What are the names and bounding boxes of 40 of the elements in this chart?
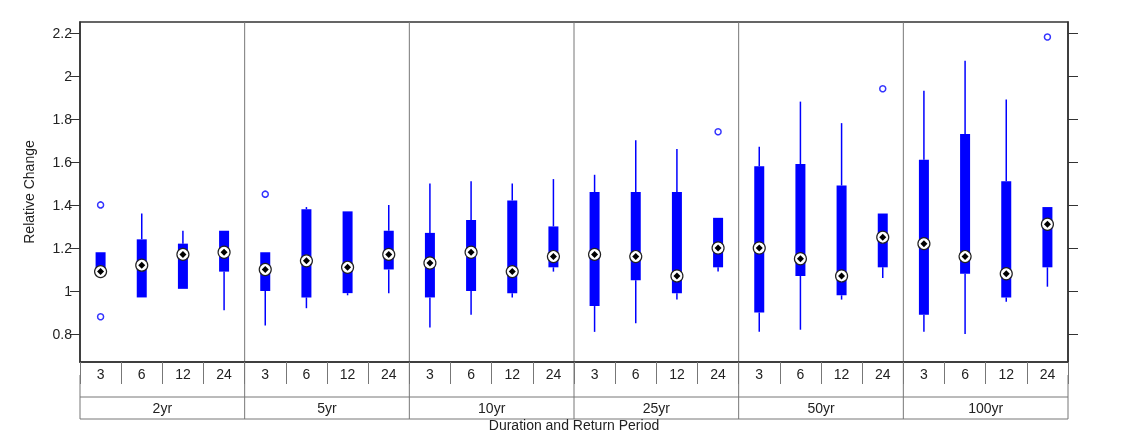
x-tick-label: 24 <box>710 366 727 382</box>
y-axis-title: Relative Change <box>21 140 37 244</box>
y-tick-label: 1 <box>64 282 73 299</box>
x-tick-label: 12 <box>833 366 850 382</box>
text: 10yr <box>478 400 506 416</box>
x-tick-label: 3 <box>920 366 929 382</box>
x-tick-label: 3 <box>426 366 435 382</box>
y-tick-label: 2.2 <box>52 24 73 41</box>
x-tick-label: 12 <box>504 366 521 382</box>
text: 5yr <box>317 400 338 416</box>
x-tick-label: 6 <box>961 366 970 382</box>
x-tick-label: 12 <box>998 366 1015 382</box>
x-tick-label: 3 <box>96 366 105 382</box>
y-tick-label: 1.4 <box>52 196 73 213</box>
x-tick-label: 24 <box>216 366 233 382</box>
x-axis-title: Duration and Return Period <box>488 417 660 433</box>
y-tick-label: 2 <box>64 67 73 84</box>
x-tick-label: 3 <box>261 366 270 382</box>
x-tick-label: 24 <box>545 366 562 382</box>
x-tick-label: 24 <box>380 366 397 382</box>
x-tick-label: 12 <box>175 366 191 382</box>
y-tick-label: 1.8 <box>52 110 73 127</box>
x-tick-label: 6 <box>796 366 805 382</box>
x-tick-label: 24 <box>1039 366 1056 382</box>
y-tick-label: 1.6 <box>52 153 73 170</box>
x-tick-label: 6 <box>302 366 311 382</box>
x-tick-label: 6 <box>137 366 146 382</box>
text: 2yr <box>152 400 173 416</box>
text: 100yr <box>968 400 1004 416</box>
x-tick-label: 24 <box>874 366 891 382</box>
x-tick-label: 3 <box>590 366 599 382</box>
text: 25yr <box>642 400 671 416</box>
text: 50yr <box>807 400 835 416</box>
x-tick-label: 6 <box>467 366 476 382</box>
x-tick-label: 12 <box>339 366 356 382</box>
x-tick-label: 6 <box>631 366 640 382</box>
y-tick-label: 1.2 <box>52 239 73 256</box>
x-tick-label: 3 <box>755 366 764 382</box>
x-tick-label: 12 <box>669 366 685 382</box>
y-tick-label: 0.8 <box>52 326 73 343</box>
